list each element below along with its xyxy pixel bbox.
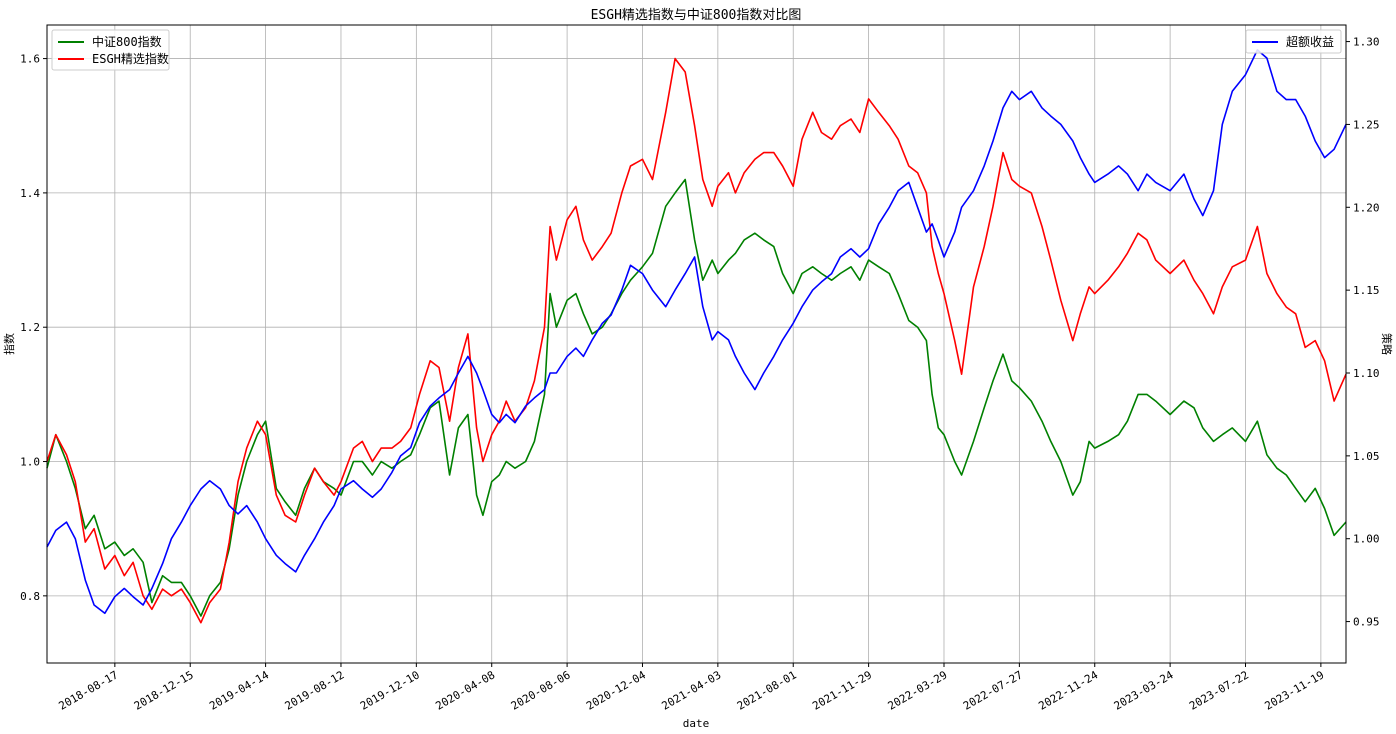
x-tick-label: 2020-04-08 xyxy=(433,668,497,712)
x-tick-label: 2023-11-19 xyxy=(1263,668,1327,712)
y-right-tick-label: 1.10 xyxy=(1353,367,1380,380)
x-tick-label: 2021-08-01 xyxy=(735,668,799,712)
plot-frame xyxy=(46,24,1347,664)
x-tick-label: 2020-08-06 xyxy=(509,668,573,712)
x-tick-label: 2021-11-29 xyxy=(810,668,874,712)
y-axis-left: 0.8 1.0 1.2 1.4 1.6 xyxy=(20,53,47,603)
legend-excess-label: 超额收益 xyxy=(1286,34,1334,49)
y-axis-right: 0.95 1.00 1.05 1.10 1.15 1.20 1.25 1.30 xyxy=(1346,36,1380,629)
x-tick-label: 2018-12-15 xyxy=(132,668,196,712)
x-tick-label: 2020-12-04 xyxy=(584,668,648,713)
y-right-tick-label: 0.95 xyxy=(1353,616,1380,629)
x-axis-label: date xyxy=(683,717,710,730)
x-tick-label: 2023-03-24 xyxy=(1112,668,1176,713)
x-tick-label: 2019-12-10 xyxy=(358,668,422,712)
x-tick-label: 2018-08-17 xyxy=(56,668,120,712)
y-axis-right-label: 策略 xyxy=(1380,333,1394,355)
x-tick-label: 2023-07-22 xyxy=(1187,668,1251,712)
y-left-tick-label: 1.0 xyxy=(20,456,40,469)
series-line-csi800 xyxy=(46,178,1347,617)
x-tick-label: 2021-04-03 xyxy=(659,668,723,712)
x-tick-label: 2022-11-24 xyxy=(1036,668,1100,713)
legend-csi800-label: 中证800指数 xyxy=(92,34,162,49)
y-right-tick-label: 1.00 xyxy=(1353,533,1380,546)
legend-esgh-label: ESGH精选指数 xyxy=(92,51,169,66)
chart-title: ESGH精选指数与中证800指数对比图 xyxy=(591,8,802,23)
x-tick-label: 2019-08-12 xyxy=(283,668,347,712)
y-right-tick-label: 1.05 xyxy=(1353,450,1380,463)
x-tick-label: 2019-04-14 xyxy=(207,668,271,713)
series-line-excess xyxy=(46,49,1347,615)
legend-right: 超额收益 xyxy=(1245,29,1342,54)
y-left-tick-label: 1.4 xyxy=(20,187,40,200)
x-tick-label: 2022-03-29 xyxy=(886,668,950,712)
y-right-tick-label: 1.20 xyxy=(1353,201,1380,214)
y-left-tick-label: 0.8 xyxy=(20,590,40,603)
y-left-tick-label: 1.6 xyxy=(20,53,40,66)
x-tick-label: 2022-07-27 xyxy=(961,668,1025,712)
legend-left: 中证800指数 ESGH精选指数 xyxy=(51,29,170,71)
legend-right-box xyxy=(1245,29,1342,54)
y-right-tick-label: 1.25 xyxy=(1353,118,1380,131)
series-layer xyxy=(46,49,1347,624)
y-right-tick-label: 1.15 xyxy=(1353,284,1380,297)
y-left-tick-label: 1.2 xyxy=(20,321,40,334)
y-axis-left-label: 指数 xyxy=(2,333,16,355)
y-right-tick-label: 1.30 xyxy=(1353,36,1380,49)
series-line-esgh xyxy=(46,57,1347,624)
x-axis: 2018-08-17 2018-12-15 2019-04-14 2019-08-12… xyxy=(56,663,1326,713)
grid xyxy=(47,25,1346,663)
